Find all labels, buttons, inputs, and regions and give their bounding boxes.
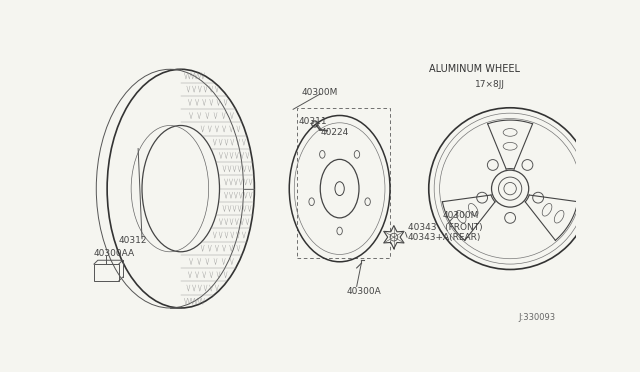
Text: 17×8JJ: 17×8JJ bbox=[476, 80, 505, 89]
Text: 40343+A(REAR): 40343+A(REAR) bbox=[408, 232, 481, 242]
Text: 40312: 40312 bbox=[119, 236, 147, 245]
Text: 40311: 40311 bbox=[298, 117, 327, 126]
Text: 40300AA: 40300AA bbox=[94, 249, 135, 258]
Text: 40300M: 40300M bbox=[443, 211, 479, 220]
Text: 40300M: 40300M bbox=[301, 88, 338, 97]
Text: 40343   (FRONT): 40343 (FRONT) bbox=[408, 222, 483, 232]
Text: J:330093: J:330093 bbox=[518, 313, 555, 322]
Text: ALUMINUM WHEEL: ALUMINUM WHEEL bbox=[429, 64, 520, 74]
Bar bbox=[94, 264, 119, 281]
Text: 40300A: 40300A bbox=[347, 286, 381, 295]
Text: 40224: 40224 bbox=[320, 128, 349, 137]
Bar bbox=[297, 108, 390, 258]
